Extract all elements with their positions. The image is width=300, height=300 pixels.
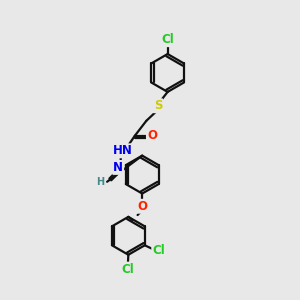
Text: HN: HN — [113, 144, 133, 157]
Text: S: S — [154, 99, 162, 112]
Text: Cl: Cl — [161, 33, 174, 46]
Text: O: O — [137, 200, 147, 213]
Text: N: N — [113, 161, 123, 174]
Text: Cl: Cl — [122, 262, 134, 276]
Text: H: H — [97, 177, 105, 187]
Text: O: O — [147, 129, 157, 142]
Text: Cl: Cl — [152, 244, 165, 257]
